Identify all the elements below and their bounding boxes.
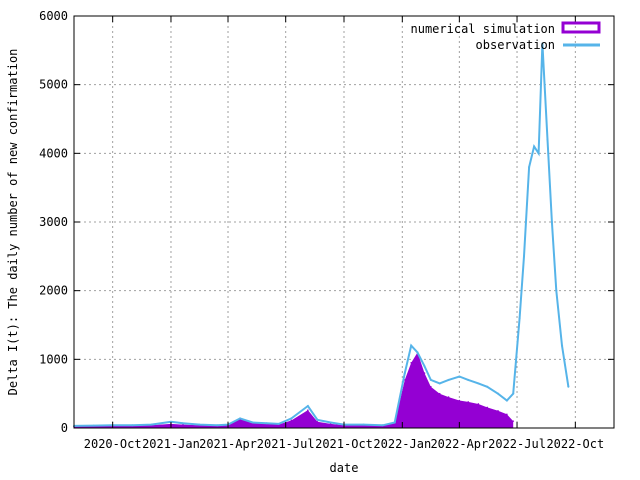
point-observation [150, 423, 153, 426]
x-tick-label: 2022-Jul [488, 437, 546, 451]
point-observation [216, 424, 219, 427]
point-observation [329, 421, 332, 424]
x-tick-label: 2022-Apr [430, 437, 488, 451]
y-tick-label: 1000 [39, 352, 68, 366]
point-observation [403, 372, 406, 375]
point-observation [381, 424, 384, 427]
point-observation [277, 422, 280, 425]
x-tick-label: 2022-Oct [546, 437, 604, 451]
point-observation [458, 375, 461, 378]
y-tick-label: 4000 [39, 146, 68, 160]
point-numerical-simulation [477, 403, 480, 405]
point-observation [362, 423, 365, 426]
x-tick-label: 2022-Jan [373, 437, 431, 451]
point-observation [265, 422, 268, 425]
x-tick-label: 2021-Jan [142, 437, 200, 451]
point-numerical-simulation [447, 396, 450, 398]
point-observation [447, 378, 450, 381]
point-numerical-simulation [506, 413, 508, 416]
point-observation [182, 422, 185, 425]
point-observation [505, 399, 508, 402]
point-numerical-simulation [438, 392, 441, 395]
point-observation [290, 417, 293, 420]
point-observation [467, 378, 470, 381]
point-observation [541, 42, 544, 45]
y-tick-label: 0 [61, 421, 68, 435]
legend-label-observation: observation [476, 38, 555, 52]
point-numerical-simulation [316, 421, 319, 423]
point-observation [546, 138, 549, 141]
y-tick-label: 5000 [39, 78, 68, 92]
legend: numerical simulation observation [411, 21, 601, 52]
tick-labels: 0 1000 2000 3000 4000 5000 6000 2020-Oct 2021-Ja… [39, 9, 604, 451]
y-tick-label: 6000 [39, 9, 68, 23]
y-axis-label: Delta I(t): The daily number of new conf… [6, 49, 20, 396]
point-observation [438, 382, 441, 385]
point-numerical-simulation [290, 419, 293, 422]
point-numerical-simulation [410, 361, 412, 364]
point-observation [486, 385, 489, 388]
point-observation [316, 418, 319, 421]
grid [74, 16, 614, 428]
series-observation-line [73, 43, 570, 427]
point-observation [518, 317, 521, 320]
point-observation [306, 405, 309, 408]
point-observation [555, 289, 558, 292]
legend-swatch-numerical-simulation [561, 21, 601, 34]
point-observation [423, 365, 426, 368]
x-tick-label: 2021-Apr [199, 437, 257, 451]
point-numerical-simulation [467, 401, 470, 403]
axis-ticks [74, 15, 614, 429]
point-observation [410, 344, 413, 347]
point-observation [131, 424, 134, 427]
y-tick-label: 2000 [39, 284, 68, 298]
point-observation [523, 255, 525, 258]
legend-label-numerical-simulation: numerical simulation [411, 22, 556, 36]
point-observation [550, 221, 553, 223]
point-observation [429, 378, 432, 381]
point-numerical-simulation [512, 420, 515, 422]
x-tick-label: 2021-Jul [257, 437, 315, 451]
point-observation [497, 392, 500, 395]
point-numerical-simulation [458, 399, 461, 402]
point-observation [198, 423, 201, 426]
point-numerical-simulation [307, 409, 309, 411]
point-observation [528, 166, 531, 169]
point-observation [393, 421, 396, 424]
point-observation [512, 392, 515, 395]
point-numerical-simulation [486, 406, 489, 409]
point-observation [251, 421, 254, 424]
point-observation [537, 152, 540, 155]
x-axis-label: date [330, 461, 359, 475]
x-tick-label: 2021-Oct [315, 437, 373, 451]
point-observation [533, 145, 536, 148]
y-tick-label: 3000 [39, 215, 68, 229]
point-observation [477, 382, 480, 385]
point-observation [416, 351, 419, 354]
series-numerical-simulation-area [74, 352, 514, 428]
point-numerical-simulation [497, 410, 499, 412]
point-observation [567, 385, 570, 388]
point-observation [92, 424, 95, 427]
point-numerical-simulation [430, 386, 432, 388]
series-layer [73, 42, 570, 428]
point-observation [239, 417, 242, 420]
point-numerical-simulation [423, 372, 426, 374]
x-tick-label: 2020-Oct [84, 437, 142, 451]
point-observation [561, 344, 564, 347]
